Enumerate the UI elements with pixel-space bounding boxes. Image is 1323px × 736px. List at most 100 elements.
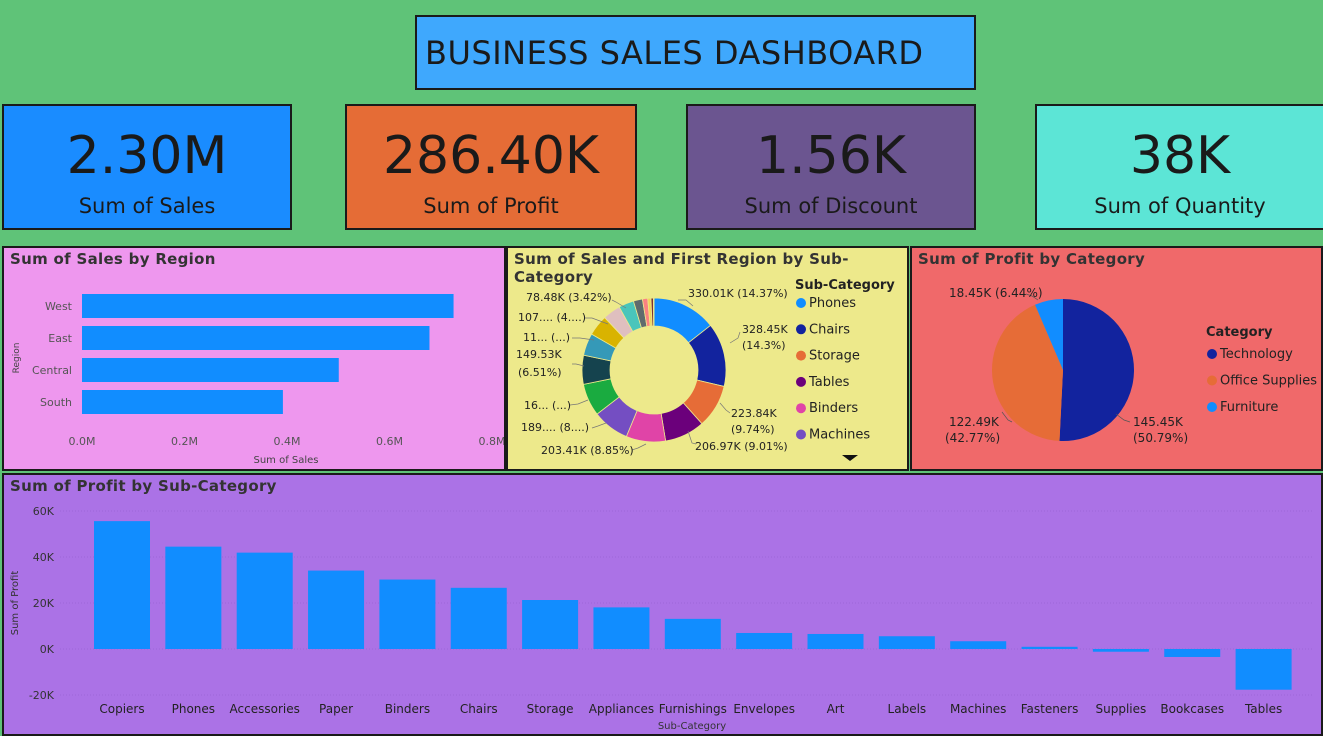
x-tick-label: Bookcases [1160,702,1224,716]
legend-item[interactable]: Machines [809,428,870,443]
x-tick-label: Storage [527,702,574,716]
subcategory-bar[interactable] [1093,649,1149,652]
legend-item[interactable]: Storage [809,349,860,364]
subcategory-bar[interactable] [165,547,221,649]
donut-label: (14.3%) [742,339,786,352]
sales-by-subcategory-panel[interactable]: Sum of Sales and First Region by Sub-Cat… [506,246,909,471]
x-tick-label: Labels [888,702,927,716]
y-tick-label: 20K [33,597,55,610]
subcategory-bar[interactable] [593,607,649,649]
y-tick-label: Central [32,364,72,377]
pie-label: (42.77%) [945,431,1000,445]
x-axis-label: Sum of Sales [253,455,318,466]
y-tick-label: 60K [33,505,55,518]
subcategory-bar[interactable] [950,641,1006,649]
subcategory-bar[interactable] [1236,649,1292,690]
region-bar[interactable] [82,326,429,350]
y-tick-label: East [48,332,72,345]
donut-label: 223.84K [731,407,777,420]
y-tick-label: 0K [40,643,55,656]
kpi-card-profit[interactable]: 286.40K Sum of Profit [345,104,637,230]
legend-swatch [1207,349,1217,359]
subcategory-bar[interactable] [237,553,293,649]
sales-by-region-chart[interactable]: Region Sum of Sales West East Central South… [4,248,504,469]
donut-label: 328.45K [742,323,788,336]
x-tick-label: Binders [385,702,430,716]
region-bar[interactable] [82,358,339,382]
x-tick-label: Appliances [589,702,654,716]
sales-by-subcategory-donut[interactable]: 330.01K (14.37%) 328.45K (14.3%) 223.84K… [508,248,907,469]
subcategory-bar[interactable] [665,619,721,649]
legend-title: Category [1206,325,1273,340]
legend-item[interactable]: Tables [808,375,850,390]
subcategory-bar[interactable] [1164,649,1220,657]
subcategory-bar[interactable] [451,588,507,649]
donut-label: 149.53K [516,348,562,361]
subcategory-bar[interactable] [522,600,578,649]
donut-label: 107.... (4....) [518,311,586,324]
profit-by-category-pie[interactable]: 18.45K (6.44%) 122.49K (42.77%) 145.45K … [912,248,1323,469]
x-tick-label: 0.4M [274,435,301,448]
donut-label: 11... (...) [523,331,570,344]
legend-swatch [1207,402,1217,412]
legend-item[interactable]: Furniture [1220,400,1278,415]
profit-by-subcategory-chart[interactable]: Sum of Profit Sub-Category 60K 40K 20K 0K -2… [4,475,1323,736]
subcategory-bar[interactable] [736,633,792,649]
subcategory-bar[interactable] [879,636,935,649]
x-tick-label: 0.0M [69,435,96,448]
x-tick-label: 0.8M [479,435,504,448]
donut-slice[interactable] [653,298,654,326]
donut-label: 203.41K (8.85%) [541,444,634,457]
x-tick-label: Copiers [99,702,144,716]
y-tick-label: South [40,396,72,409]
y-axis-label: Region [12,343,22,374]
subcategory-bar[interactable] [379,580,435,649]
x-tick-label: Furnishings [659,702,727,716]
legend-title: Sub-Category [795,278,895,293]
kpi-card-sales[interactable]: 2.30M Sum of Sales [2,104,292,230]
x-tick-label: Fasteners [1021,702,1079,716]
x-tick-label: Art [827,702,845,716]
legend-swatch [1207,376,1217,386]
x-tick-label: 0.6M [376,435,403,448]
legend-swatch [796,351,806,361]
subcategory-bar[interactable] [1022,647,1078,649]
sales-by-region-panel[interactable]: Sum of Sales by Region Region Sum of Sal… [2,246,506,471]
dashboard-title: BUSINESS SALES DASHBOARD [415,15,976,90]
donut-label: 330.01K (14.37%) [688,287,788,300]
subcategory-bar[interactable] [308,571,364,649]
kpi-label: Sum of Profit [347,194,635,218]
legend-item[interactable]: Technology [1219,347,1293,362]
x-tick-label: Tables [1244,702,1282,716]
legend-swatch [796,298,806,308]
y-tick-label: 40K [33,551,55,564]
profit-by-category-panel[interactable]: Sum of Profit by Category 18.45K (6.44%)… [910,246,1323,471]
legend-swatch [796,377,806,387]
legend-item[interactable]: Binders [809,401,858,416]
legend-scroll-down-icon[interactable] [842,455,858,461]
x-tick-label: Phones [172,702,215,716]
legend-swatch [796,430,806,440]
x-tick-label: Chairs [460,702,498,716]
pie-label: 145.45K [1133,415,1184,429]
pie-slice[interactable] [1059,299,1134,441]
x-tick-label: Supplies [1096,702,1147,716]
kpi-card-quantity[interactable]: 38K Sum of Quantity [1035,104,1323,230]
kpi-card-discount[interactable]: 1.56K Sum of Discount [686,104,976,230]
legend-item[interactable]: Office Supplies [1220,374,1317,389]
subcategory-bar[interactable] [94,521,150,649]
y-axis-label: Sum of Profit [10,571,21,636]
region-bar[interactable] [82,390,283,414]
legend-item[interactable]: Phones [809,296,856,311]
donut-label: (6.51%) [518,366,562,379]
donut-label: (9.74%) [731,423,775,436]
region-bar[interactable] [82,294,454,318]
subcategory-bar[interactable] [808,634,864,649]
kpi-value: 2.30M [4,128,290,184]
profit-by-subcategory-panel[interactable]: Sum of Profit by Sub-Category Sum of Pro… [2,473,1323,736]
kpi-label: Sum of Discount [688,194,974,218]
legend-item[interactable]: Chairs [809,322,850,337]
kpi-label: Sum of Sales [4,194,290,218]
x-tick-label: Accessories [230,702,300,716]
x-axis-label: Sub-Category [658,721,726,732]
